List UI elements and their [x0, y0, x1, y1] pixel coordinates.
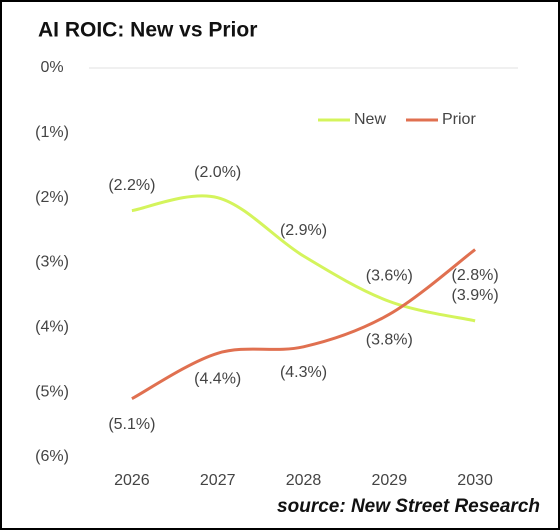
source-note: source: New Street Research [277, 496, 540, 517]
value-label: (2.0%) [194, 164, 241, 181]
value-label: (2.2%) [108, 177, 155, 194]
x-tick-label: 2030 [457, 472, 493, 489]
y-tick-label: (5%) [35, 383, 69, 400]
value-label: (4.4%) [194, 370, 241, 387]
y-tick-label: (6%) [35, 448, 69, 465]
value-label: (3.8%) [366, 332, 413, 349]
x-tick-label: 2027 [200, 472, 236, 489]
value-label: (2.8%) [452, 267, 499, 284]
y-tick-label: (3%) [35, 254, 69, 271]
value-label: (2.9%) [280, 222, 327, 239]
value-label: (4.3%) [280, 364, 327, 381]
y-tick-label: (2%) [35, 189, 69, 206]
legend-label: New [354, 111, 386, 128]
value-label: (3.6%) [366, 268, 413, 285]
x-tick-label: 2029 [372, 472, 408, 489]
series-line [131, 248, 477, 400]
y-tick-label: (1%) [35, 124, 69, 141]
x-tick-label: 2028 [286, 472, 322, 489]
value-label: (5.1%) [108, 416, 155, 433]
y-tick-label: (4%) [35, 319, 69, 336]
series-line [131, 194, 476, 323]
value-label: (3.9%) [452, 287, 499, 304]
legend-label: Prior [442, 111, 476, 128]
y-tick-label: 0% [40, 59, 63, 76]
x-tick-label: 2026 [114, 472, 150, 489]
chart-title: AI ROIC: New vs Prior [38, 19, 257, 42]
